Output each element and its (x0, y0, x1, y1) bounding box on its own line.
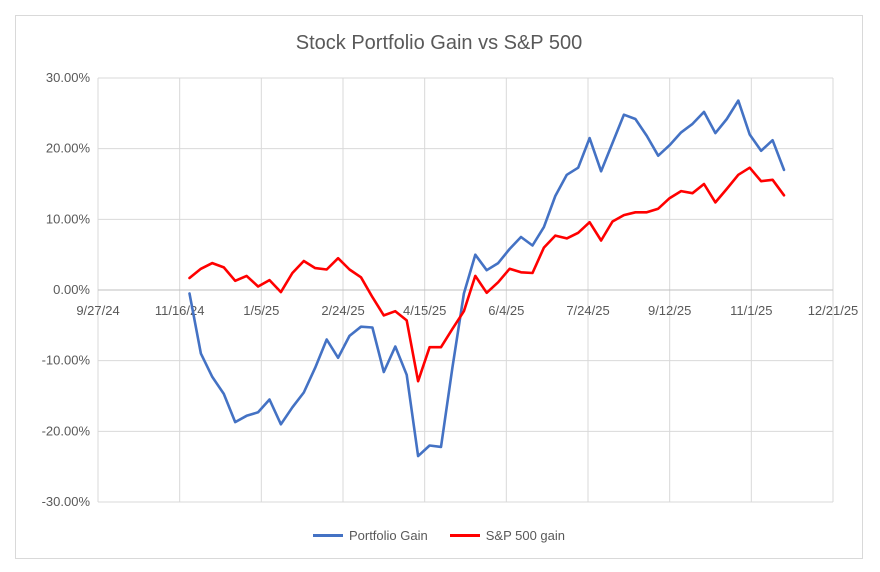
y-tick-label: 30.00% (46, 70, 91, 85)
y-tick-label: -30.00% (42, 494, 91, 509)
x-tick-label: 1/5/25 (243, 303, 279, 318)
legend-swatch-sp500-gain (449, 534, 480, 537)
legend-label-portfolio-gain: Portfolio Gain (348, 528, 428, 543)
legend-swatch-portfolio-gain (312, 534, 343, 537)
chart-title: Stock Portfolio Gain vs S&P 500 (295, 32, 583, 54)
y-tick-label: -10.00% (42, 353, 91, 368)
legend: Portfolio Gain S&P 500 gain (16, 528, 862, 543)
y-tick-label: 10.00% (46, 211, 91, 226)
x-tick-label: 6/4/25 (488, 303, 524, 318)
x-tick-label: 11/16/24 (155, 303, 205, 318)
x-tick-label: 9/27/24 (76, 303, 119, 318)
x-tick-label: 11/1/25 (730, 303, 772, 318)
y-tick-label: 0.00% (53, 282, 90, 297)
x-tick-label: 12/21/25 (808, 303, 859, 318)
x-tick-label: 2/24/25 (321, 303, 364, 318)
series-line-portfolio-gain (188, 99, 786, 458)
legend-item-sp500-gain: S&P 500 gain (449, 528, 566, 543)
legend-item-portfolio-gain: Portfolio Gain (312, 528, 428, 543)
y-tick-label: 20.00% (46, 141, 91, 156)
x-tick-label: 7/24/25 (566, 303, 609, 318)
series-line-sp500-gain (188, 166, 786, 383)
x-tick-label: 9/12/25 (648, 303, 691, 318)
x-tick-label: 4/15/25 (403, 303, 446, 318)
chart-area: Stock Portfolio Gain vs S&P 500 -30.00% -… (15, 15, 863, 559)
legend-label-sp500-gain: S&P 500 gain (485, 528, 566, 543)
y-tick-label: -20.00% (42, 423, 91, 438)
plot-area: -30.00% -20.00% -10.00% 0.00% 10.00% 20.00% 30… (42, 70, 859, 509)
